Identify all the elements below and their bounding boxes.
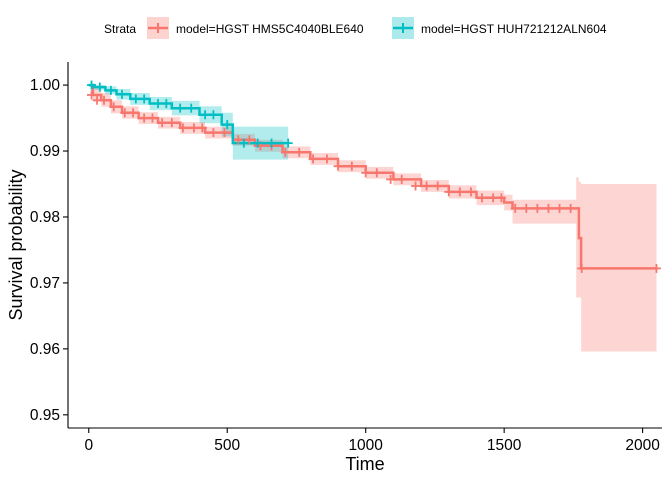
censor-mark (222, 120, 232, 130)
censor-mark (109, 102, 119, 112)
legend-key-series-2 (392, 17, 414, 39)
censor-marks (87, 80, 661, 273)
y-axis-title: Survival probability (6, 169, 26, 320)
confidence-bands (88, 85, 657, 352)
survival-lines (88, 83, 657, 270)
censor-mark (532, 203, 542, 213)
censor-mark (161, 99, 171, 109)
censor-mark (422, 181, 432, 191)
censor-mark (555, 203, 565, 213)
censor-mark (361, 168, 371, 178)
censor-mark (153, 99, 163, 109)
censor-mark (386, 174, 396, 184)
axes: 0 500 1000 1500 2000 0.95 0.96 0.97 0.98 0.99 1.0… (6, 62, 662, 474)
censor-mark (521, 203, 531, 213)
legend-key-series-1 (147, 17, 169, 39)
x-tick-label: 1000 (348, 437, 383, 454)
censor-mark (120, 108, 130, 118)
censor-mark (178, 123, 188, 133)
y-tick-label: 0.99 (30, 143, 60, 160)
censor-mark (477, 193, 487, 203)
censor-mark (308, 154, 318, 164)
censor-mark (167, 118, 177, 128)
censor-mark (444, 187, 454, 197)
censor-mark (566, 203, 576, 213)
censor-mark (117, 89, 127, 99)
plot-area (87, 80, 661, 352)
censor-mark (280, 147, 290, 157)
censor-mark (95, 82, 105, 92)
censor-mark (197, 123, 207, 133)
censor-mark (347, 161, 357, 171)
censor-mark (577, 263, 587, 273)
x-tick-label: 1500 (487, 437, 522, 454)
legend-label-series-2: model=HGST HUH721212ALN604 (421, 22, 607, 36)
censor-mark (219, 128, 229, 138)
censor-mark (283, 138, 293, 148)
censor-mark (189, 123, 199, 133)
censor-mark (239, 138, 249, 148)
y-tick-label: 0.96 (30, 341, 60, 358)
censor-mark (87, 80, 97, 90)
y-tick-label: 0.95 (30, 407, 60, 424)
censor-mark (397, 174, 407, 184)
censor-mark (496, 193, 506, 203)
censor-mark (175, 103, 185, 113)
censor-mark (244, 135, 254, 145)
censor-mark (322, 154, 332, 164)
x-tick-label: 0 (84, 437, 93, 454)
y-ticks: 0.95 0.96 0.97 0.98 0.99 1.00 (30, 77, 68, 424)
censor-mark (267, 138, 277, 148)
confidence-band-1 (88, 85, 657, 352)
censor-mark (147, 113, 157, 123)
censor-mark (488, 193, 498, 203)
censor-mark (87, 90, 97, 100)
censor-mark (200, 110, 210, 120)
censor-mark (208, 128, 218, 138)
censor-mark (99, 95, 109, 105)
x-ticks: 0 500 1000 1500 2000 (84, 428, 660, 454)
censor-mark (411, 181, 421, 191)
survival-line-2 (88, 83, 289, 145)
legend: Strata model=HGST HMS5C4040BLE640 model=… (104, 17, 607, 39)
x-tick-label: 500 (214, 437, 240, 454)
x-tick-label: 2000 (625, 437, 660, 454)
censor-mark (543, 203, 553, 213)
y-tick-label: 0.98 (30, 209, 60, 226)
y-tick-label: 1.00 (30, 77, 61, 94)
censor-mark (294, 147, 304, 157)
censor-mark (253, 138, 263, 148)
censor-mark (186, 103, 196, 113)
legend-title: Strata (104, 22, 136, 36)
legend-label-series-1: model=HGST HMS5C4040BLE640 (176, 22, 364, 36)
survival-line-1 (88, 83, 657, 270)
censor-mark (333, 161, 343, 171)
censor-mark (208, 110, 218, 120)
censor-mark (131, 94, 141, 104)
y-tick-label: 0.97 (30, 275, 60, 292)
censor-mark (510, 203, 520, 213)
censor-mark (372, 168, 382, 178)
censor-mark (157, 118, 167, 128)
censor-mark (466, 187, 476, 197)
censor-mark (128, 108, 138, 118)
censor-mark (139, 94, 149, 104)
censor-mark (233, 135, 243, 145)
x-axis-title: Time (345, 454, 384, 474)
censor-mark (651, 263, 661, 273)
censor-mark (455, 187, 465, 197)
censor-mark (106, 85, 116, 95)
censor-mark (433, 181, 443, 191)
censor-mark (139, 113, 149, 123)
